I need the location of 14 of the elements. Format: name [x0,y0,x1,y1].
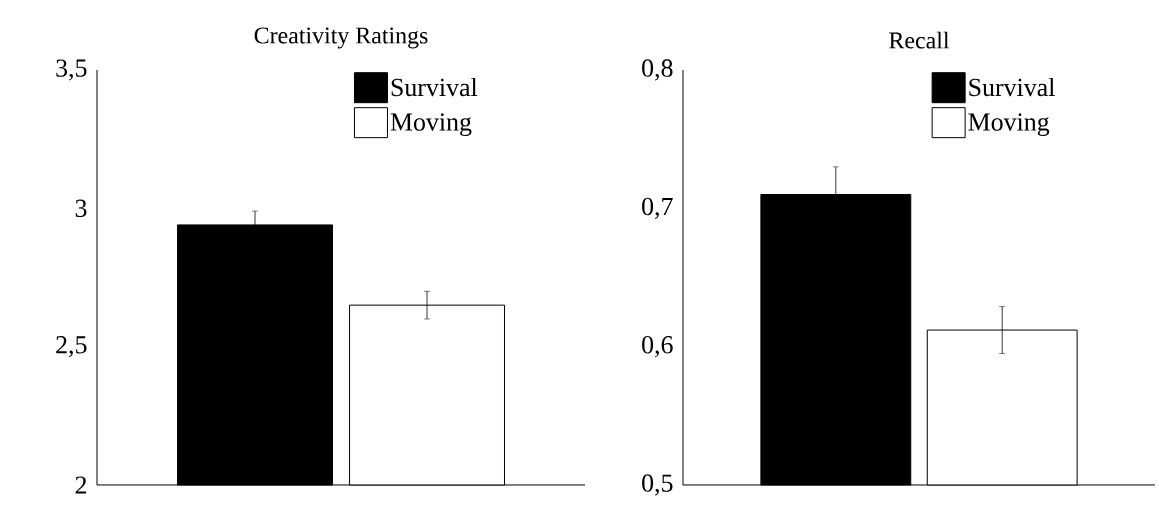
legend-label: Moving [968,113,1050,137]
y-tick-label: 3,5 [56,59,87,81]
y-tick-label: 0,6 [642,336,673,358]
y-tick-label: 0,8 [642,59,673,81]
y-tick-label: 3 [75,199,87,218]
legend-label: Survival [391,77,478,97]
legend-label: Survival [969,77,1055,97]
chart-title: Creativity Ratings [254,27,428,49]
y-tick-label: 0,5 [642,474,673,496]
chart-title: Recall [889,31,950,49]
y-tick-label: 2 [75,476,87,494]
y-tick-label: 2,5 [56,336,87,358]
legend-label: Moving [390,113,472,137]
y-tick-label: 0,7 [642,197,673,219]
